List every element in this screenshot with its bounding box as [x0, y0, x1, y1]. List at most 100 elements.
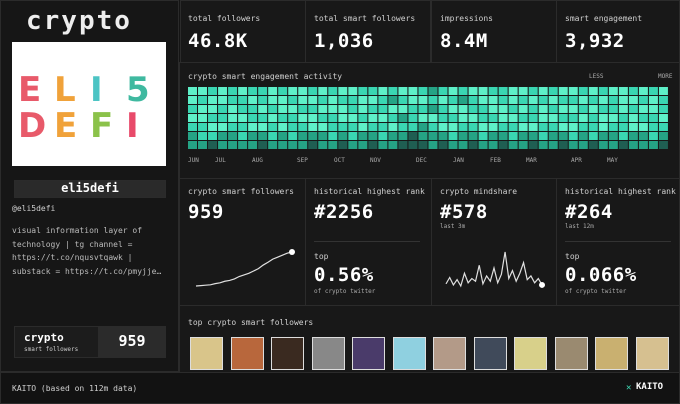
heatmap-cell: [298, 132, 308, 140]
stat-value: 46.8K: [188, 30, 248, 52]
heatmap-cell: [428, 123, 438, 131]
heatmap-cell: [628, 96, 638, 104]
heatmap-cell: [598, 123, 608, 131]
heatmap-cell: [408, 141, 418, 149]
follower-avatar[interactable]: [635, 337, 669, 370]
heatmap-cell: [318, 114, 328, 122]
heatmap-cell: [528, 114, 538, 122]
heatmap-cell: [558, 105, 568, 113]
follower-avatar[interactable]: [433, 337, 466, 370]
heatmap-cell: [658, 105, 668, 113]
sparkline: [445, 251, 543, 288]
divider: [314, 241, 420, 242]
heatmap-cell: [248, 105, 258, 113]
heatmap-cell: [518, 87, 528, 95]
month-label: SEP: [297, 157, 308, 164]
logo-letter: 5: [126, 70, 150, 110]
top-label: top: [314, 252, 329, 261]
heatmap-cell: [308, 114, 318, 122]
follower-avatar[interactable]: [392, 337, 426, 370]
heatmap-cell: [638, 87, 648, 95]
stat-panel: [556, 0, 680, 63]
heatmap-cell: [538, 123, 548, 131]
heatmap-cell: [608, 105, 618, 113]
heatmap-cell: [428, 87, 438, 95]
heatmap-cell: [408, 114, 418, 122]
heatmap-cell: [238, 123, 248, 131]
heatmap-cell: [218, 123, 228, 131]
heatmap-cell: [508, 114, 518, 122]
heatmap-cell: [518, 114, 528, 122]
heatmap-cell: [568, 132, 578, 140]
heatmap-cell: [428, 96, 438, 104]
heatmap-cell: [208, 87, 218, 95]
follower-avatar[interactable]: [271, 337, 304, 370]
heatmap-cell: [218, 141, 228, 149]
heatmap-cell: [338, 141, 348, 149]
top-value: 0.56%: [314, 264, 374, 286]
logo-letter: L: [54, 70, 76, 110]
heatmap-cell: [438, 141, 448, 149]
heatmap-cell: [258, 105, 268, 113]
month-label: MAY: [607, 157, 618, 164]
heatmap-cell: [258, 87, 268, 95]
heatmap-cell: [588, 96, 598, 104]
heatmap-cell: [578, 105, 588, 113]
heatmap-cell: [568, 123, 578, 131]
heatmap-cell: [638, 114, 648, 122]
follower-avatar[interactable]: [595, 337, 628, 370]
heatmap-cell: [378, 105, 388, 113]
follower-avatar[interactable]: [190, 337, 223, 370]
follower-avatar[interactable]: [352, 337, 385, 370]
heatmap-cell: [618, 87, 628, 95]
heatmap-cell: [388, 105, 398, 113]
heatmap-cell: [308, 132, 318, 140]
footer-text: KAITO (based on 112m data): [12, 384, 138, 393]
heatmap-cell: [228, 87, 238, 95]
top-note: of crypto twitter: [565, 288, 627, 295]
heatmap-cell: [458, 132, 468, 140]
follower-avatar[interactable]: [311, 337, 345, 370]
heatmap-cell: [398, 87, 408, 95]
follower-avatar[interactable]: [230, 337, 264, 370]
heatmap-cell: [638, 141, 648, 149]
heatmap-cell: [538, 114, 548, 122]
heatmap-cell: [368, 132, 378, 140]
heatmap-cell: [338, 87, 348, 95]
heatmap-cell: [448, 96, 458, 104]
heatmap-cell: [638, 105, 648, 113]
month-label: NOV: [370, 157, 381, 164]
heatmap-cell: [228, 96, 238, 104]
follower-avatar[interactable]: [473, 337, 507, 370]
heatmap-cell: [588, 141, 598, 149]
heatmap-cell: [438, 132, 448, 140]
heatmap-cell: [298, 141, 308, 149]
heatmap-cell: [458, 114, 468, 122]
follower-avatar[interactable]: [514, 337, 547, 370]
heatmap-cell: [498, 96, 508, 104]
heatmap-cell: [338, 132, 348, 140]
heatmap-cell: [508, 96, 518, 104]
heatmap-cell: [648, 87, 658, 95]
logo-letter: E: [54, 106, 78, 146]
heatmap-cell: [498, 141, 508, 149]
heatmap-cell: [378, 132, 388, 140]
heatmap-cell: [388, 132, 398, 140]
heatmap-cell: [308, 123, 318, 131]
stat-label: total smart followers: [314, 14, 416, 23]
follower-avatar[interactable]: [554, 337, 588, 370]
heatmap-cell: [578, 123, 588, 131]
heatmap-cell: [648, 105, 658, 113]
stat-value: 3,932: [565, 30, 625, 52]
heatmap-cell: [458, 123, 468, 131]
heatmap-cell: [218, 132, 228, 140]
heatmap-cell: [628, 87, 638, 95]
heatmap-cell: [428, 141, 438, 149]
heatmap-cell: [448, 132, 458, 140]
heatmap-cell: [318, 132, 328, 140]
metric-title: historical highest rank: [565, 187, 676, 196]
heatmap-cell: [488, 114, 498, 122]
heatmap-cell: [398, 141, 408, 149]
heatmap-cell: [518, 105, 528, 113]
